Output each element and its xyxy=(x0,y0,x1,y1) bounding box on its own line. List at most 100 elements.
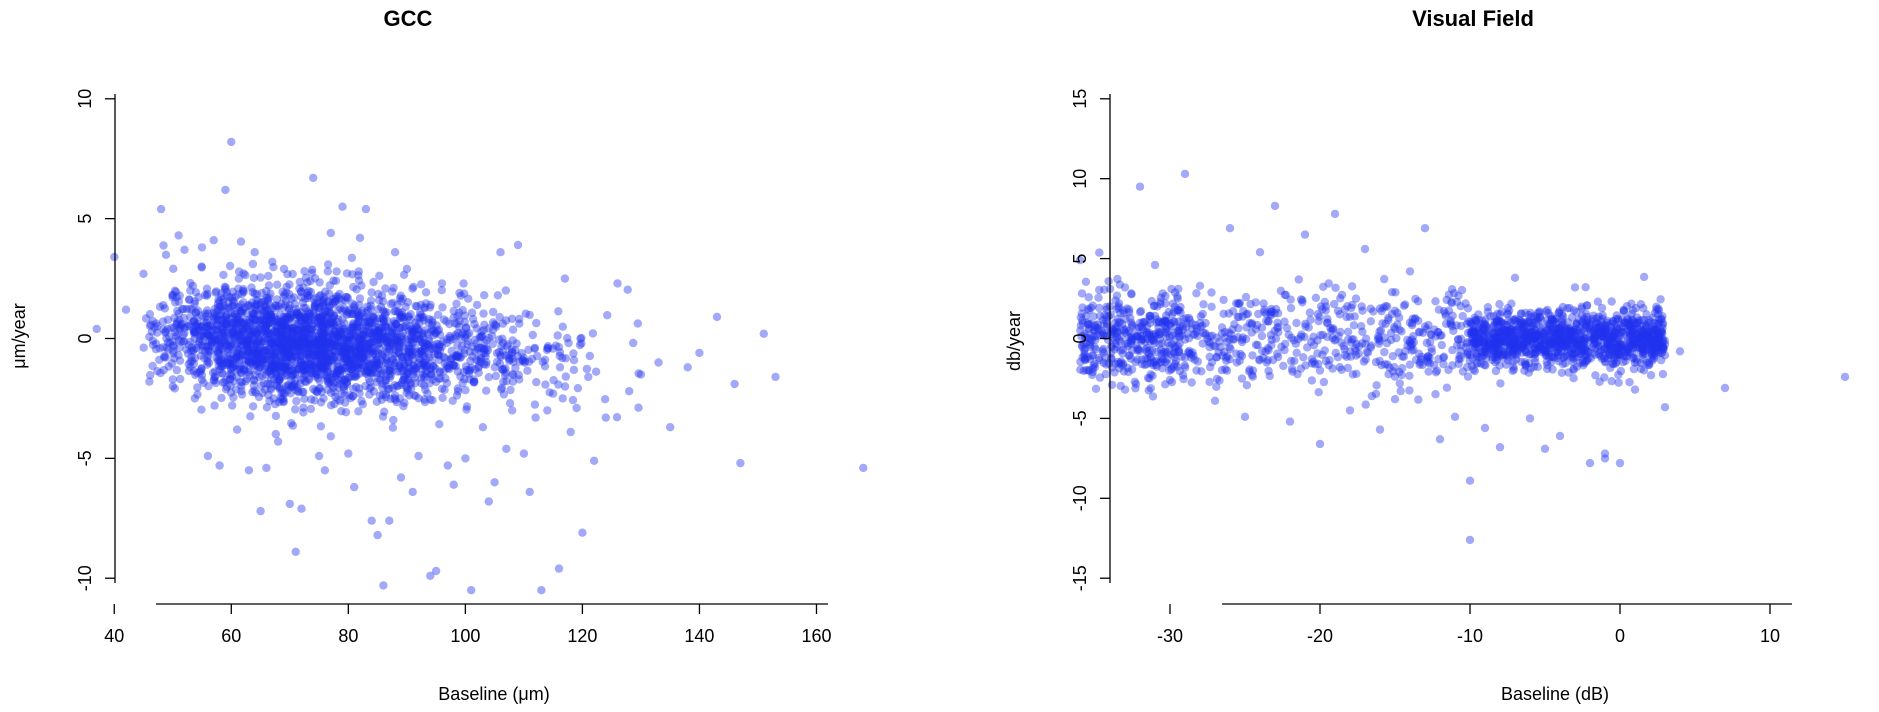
gcc-point xyxy=(346,365,355,374)
gcc-point xyxy=(191,308,200,318)
gcc-point xyxy=(355,314,364,323)
gcc-point xyxy=(352,320,361,329)
gcc-point xyxy=(353,307,362,316)
gcc-point xyxy=(173,331,182,340)
gcc-point xyxy=(282,312,292,322)
gcc-point xyxy=(265,342,274,351)
gcc-point xyxy=(402,370,411,379)
gcc-point xyxy=(435,367,445,376)
gcc-point xyxy=(222,322,231,331)
visual-field-point xyxy=(1380,333,1389,342)
visual-field-point xyxy=(1434,354,1443,364)
gcc-point xyxy=(282,296,291,306)
gcc-point xyxy=(208,368,218,377)
gcc-point xyxy=(424,336,434,346)
gcc-point xyxy=(548,389,558,398)
visual-field-point xyxy=(1484,337,1494,347)
visual-field-point xyxy=(1649,354,1659,363)
gcc-point xyxy=(453,367,462,376)
visual-field-point xyxy=(1246,299,1255,309)
gcc-point xyxy=(496,248,505,257)
gcc-point xyxy=(325,281,334,290)
gcc-point xyxy=(168,290,177,300)
gcc-point xyxy=(292,340,301,350)
gcc-point xyxy=(148,361,157,371)
visual-field-point xyxy=(1580,319,1589,329)
gcc-point xyxy=(217,362,227,371)
gcc-point xyxy=(501,364,510,373)
visual-field-point xyxy=(1423,352,1433,361)
gcc-point xyxy=(359,354,368,363)
gcc-point xyxy=(499,377,508,386)
visual-field-point xyxy=(1610,328,1620,337)
gcc-point xyxy=(284,367,294,376)
gcc-point xyxy=(455,322,464,332)
visual-field-point xyxy=(1205,377,1214,387)
gcc-point xyxy=(420,303,429,312)
gcc-point xyxy=(284,334,293,343)
gcc-point xyxy=(263,294,272,303)
gcc-point xyxy=(299,283,308,292)
visual-field-point xyxy=(1377,306,1386,316)
visual-field-point xyxy=(1339,341,1348,351)
gcc-point xyxy=(202,322,212,332)
gcc-point xyxy=(469,377,478,387)
visual-field-point xyxy=(1187,378,1196,387)
gcc-point xyxy=(234,349,243,359)
gcc-point xyxy=(197,326,206,336)
gcc-point xyxy=(291,369,300,378)
gcc-point xyxy=(307,339,316,348)
visual-field-point xyxy=(1155,335,1165,344)
gcc-point xyxy=(221,335,230,344)
gcc-point xyxy=(202,323,211,332)
gcc-point xyxy=(352,285,361,294)
gcc-point xyxy=(325,356,335,366)
gcc-point xyxy=(197,364,206,373)
gcc-point xyxy=(541,380,550,389)
visual-field-point xyxy=(1279,361,1288,371)
visual-field-point xyxy=(1165,375,1175,385)
gcc-point xyxy=(323,267,332,276)
gcc-point xyxy=(227,363,236,373)
visual-field-point xyxy=(1238,333,1248,342)
gcc-point xyxy=(279,322,288,331)
gcc-point xyxy=(247,357,256,366)
visual-field-point xyxy=(1315,312,1324,321)
gcc-point xyxy=(286,389,295,398)
gcc-point xyxy=(161,250,171,259)
visual-field-point xyxy=(1405,386,1414,395)
gcc-point xyxy=(211,372,220,381)
gcc-point xyxy=(329,352,338,361)
gcc-point xyxy=(277,388,286,397)
gcc-point xyxy=(225,343,234,352)
gcc-point xyxy=(334,341,344,350)
gcc-point xyxy=(263,312,272,321)
visual-field-point xyxy=(1114,299,1124,308)
gcc-point xyxy=(369,277,378,287)
gcc-point xyxy=(301,325,311,334)
gcc-point xyxy=(304,359,313,369)
gcc-point xyxy=(625,387,634,396)
gcc-point xyxy=(309,173,318,183)
gcc-point xyxy=(467,586,476,595)
gcc-point xyxy=(287,375,296,384)
gcc-point xyxy=(270,326,279,336)
gcc-point xyxy=(294,320,303,330)
gcc-point xyxy=(264,319,273,328)
gcc-point xyxy=(416,310,426,320)
gcc-point xyxy=(345,342,354,352)
gcc-point xyxy=(333,368,342,378)
gcc-point xyxy=(473,345,483,354)
gcc-point xyxy=(538,357,547,366)
gcc-title: GCC xyxy=(384,6,433,31)
gcc-point xyxy=(280,290,289,299)
visual-field-point xyxy=(1253,340,1262,350)
gcc-point xyxy=(282,359,291,368)
visual-field-panel: Visual Field -30 -20 -10 0 10-15-10-5051015 … xyxy=(1004,6,1850,704)
gcc-point xyxy=(460,345,469,354)
gcc-point xyxy=(350,482,359,492)
gcc-point xyxy=(209,313,219,323)
gcc-point xyxy=(531,413,540,422)
gcc-point xyxy=(368,350,378,359)
gcc-point xyxy=(415,349,424,359)
